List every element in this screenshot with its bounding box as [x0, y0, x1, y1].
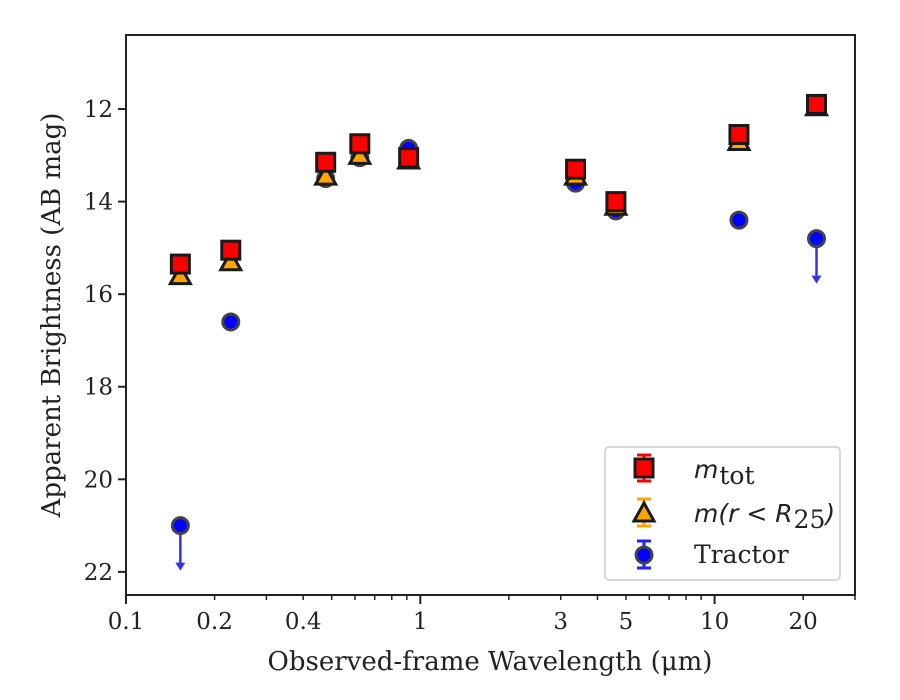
square-marker: [315, 151, 337, 173]
ticks-layer: 0.1 0.2 0.4 1 3 5 10 20 12 14 16 18 20 22: [84, 97, 856, 635]
x-tick-label-0.4: 0.4: [285, 609, 322, 635]
legend-entry-tractor: Tractor: [634, 539, 789, 570]
y-tick-label-14: 14: [84, 190, 113, 216]
x-tick-label-3: 3: [553, 609, 568, 635]
marks-layer: [167, 93, 830, 571]
square-marker: [565, 158, 587, 180]
data-point-mtot-3: [349, 133, 371, 155]
legend-label-mr25: m(r < R25): [694, 499, 835, 534]
legend-entry-mtot: mtot: [633, 453, 755, 490]
legend-label-tractor: Tractor: [694, 540, 789, 569]
triangle-marker: [218, 248, 244, 272]
circle-marker: [170, 516, 190, 536]
data-point-tractor-0: [170, 516, 190, 571]
upper-limit-arrow-head: [811, 275, 822, 284]
data-point-mr25-0: [167, 262, 193, 286]
data-point-mr25-1: [218, 248, 244, 272]
square-marker: [398, 147, 420, 169]
circle-marker: [729, 210, 749, 230]
x-tick-label-5: 5: [619, 609, 634, 635]
plot-frame: [125, 34, 856, 596]
square-marker: [349, 133, 371, 155]
square-marker: [806, 93, 828, 115]
x-tick-label-0.2: 0.2: [196, 609, 233, 635]
x-tick-label-10: 10: [700, 609, 729, 635]
square-marker: [220, 239, 242, 261]
legend-entry-mr25: m(r < R25): [631, 497, 835, 534]
square-marker: [605, 191, 627, 213]
triangle-marker: [347, 142, 373, 165]
triangle-marker: [313, 163, 339, 186]
data-point-mtot-4: [398, 147, 420, 169]
y-tick-label-12: 12: [84, 97, 113, 123]
square-marker: [169, 253, 191, 275]
upper-limit-arrow-head: [175, 562, 186, 571]
triangle-marker: [167, 262, 193, 286]
y-tick-label-22: 22: [84, 560, 113, 586]
legend-marker-mtot: [633, 457, 655, 479]
data-point-mr25-2: [313, 163, 339, 186]
x-tick-label-20: 20: [789, 609, 818, 635]
x-tick-label-1: 1: [413, 609, 428, 635]
y-axis-title: Apparent Brightness (AB mag): [37, 113, 67, 519]
data-point-mr25-3: [347, 142, 373, 165]
data-point-mtot-5: [565, 158, 587, 180]
legend-marker-mr25: [631, 499, 657, 523]
legend: mtot m(r < R25) Tractor: [604, 446, 841, 581]
x-axis-title: Observed-frame Wavelength (μm): [268, 647, 713, 677]
data-point-mtot-7: [728, 124, 750, 146]
square-marker: [728, 124, 750, 146]
data-point-tractor-1: [221, 312, 241, 332]
y-tick-label-16: 16: [84, 282, 113, 308]
data-point-mtot-6: [605, 191, 627, 213]
legend-label-mtot: mtot: [694, 455, 755, 490]
data-point-tractor-7: [729, 210, 749, 230]
y-tick-label-20: 20: [84, 467, 113, 493]
x-tick-label-0.1: 0.1: [108, 609, 145, 635]
data-point-mtot-2: [315, 151, 337, 173]
y-tick-label-18: 18: [84, 375, 113, 401]
data-point-tractor-8: [807, 229, 827, 284]
circle-marker: [807, 229, 827, 249]
legend-box: [604, 446, 841, 581]
circle-marker: [221, 312, 241, 332]
data-point-mtot-0: [169, 253, 191, 275]
data-point-mtot-1: [220, 239, 242, 261]
legend-marker-tractor: [634, 545, 654, 565]
data-point-mtot-8: [806, 93, 828, 115]
